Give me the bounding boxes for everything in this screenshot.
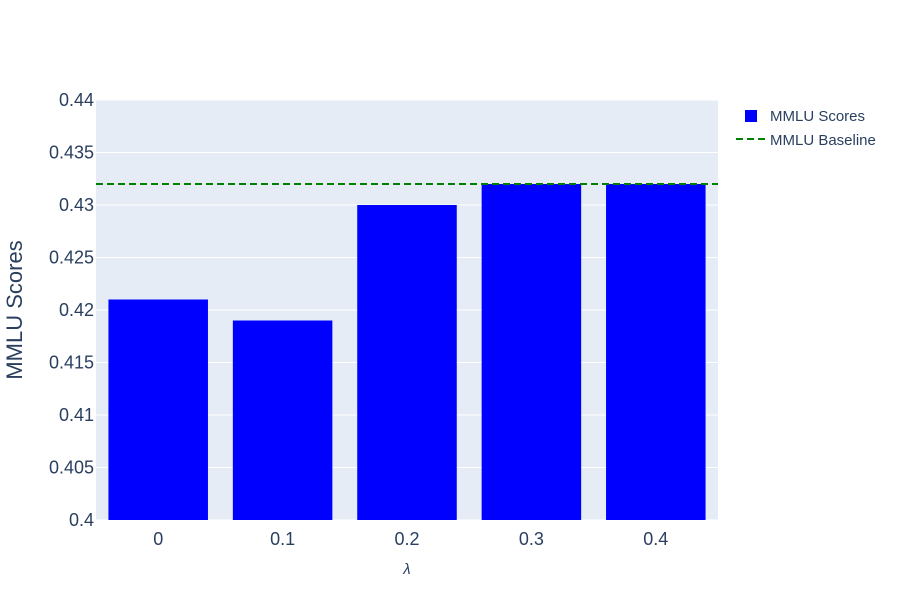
x-axis-title: λ <box>402 561 410 578</box>
legend-label-mmlu-baseline: MMLU Baseline <box>770 132 876 149</box>
bar-0.2[interactable] <box>357 205 457 520</box>
y-tick-label: 0.435 <box>49 143 94 163</box>
bar-0.1[interactable] <box>232 320 333 521</box>
legend[interactable]: MMLU Scores MMLU Baseline <box>736 108 876 149</box>
bar-0.3[interactable] <box>481 184 582 520</box>
x-tick-labels: 0 0.1 0.2 0.3 0.4 <box>153 529 668 549</box>
x-tick-label: 0.3 <box>519 529 544 549</box>
x-tick-label: 0.2 <box>394 529 419 549</box>
y-tick-labels: 0.4 0.405 0.41 0.415 0.42 0.425 0.43 0.435 0.44 <box>49 90 94 530</box>
x-tick-label: 0.1 <box>270 529 295 549</box>
bar-0[interactable] <box>108 299 208 521</box>
y-tick-label: 0.41 <box>59 405 94 425</box>
y-tick-label: 0.42 <box>59 300 94 320</box>
bars <box>108 184 706 521</box>
y-tick-label: 0.415 <box>49 353 94 373</box>
legend-label-mmlu-scores: MMLU Scores <box>770 108 865 125</box>
y-axis-title: MMLU Scores <box>2 240 27 379</box>
y-tick-label: 0.425 <box>49 248 94 268</box>
y-tick-label: 0.405 <box>49 458 94 478</box>
y-tick-label: 0.44 <box>59 90 94 110</box>
legend-swatch-mmlu-scores <box>745 110 757 122</box>
bar-0.4[interactable] <box>606 184 706 520</box>
x-tick-label: 0.4 <box>643 529 668 549</box>
x-tick-label: 0 <box>153 529 163 549</box>
y-tick-label: 0.43 <box>59 195 94 215</box>
y-tick-label: 0.4 <box>69 510 94 530</box>
